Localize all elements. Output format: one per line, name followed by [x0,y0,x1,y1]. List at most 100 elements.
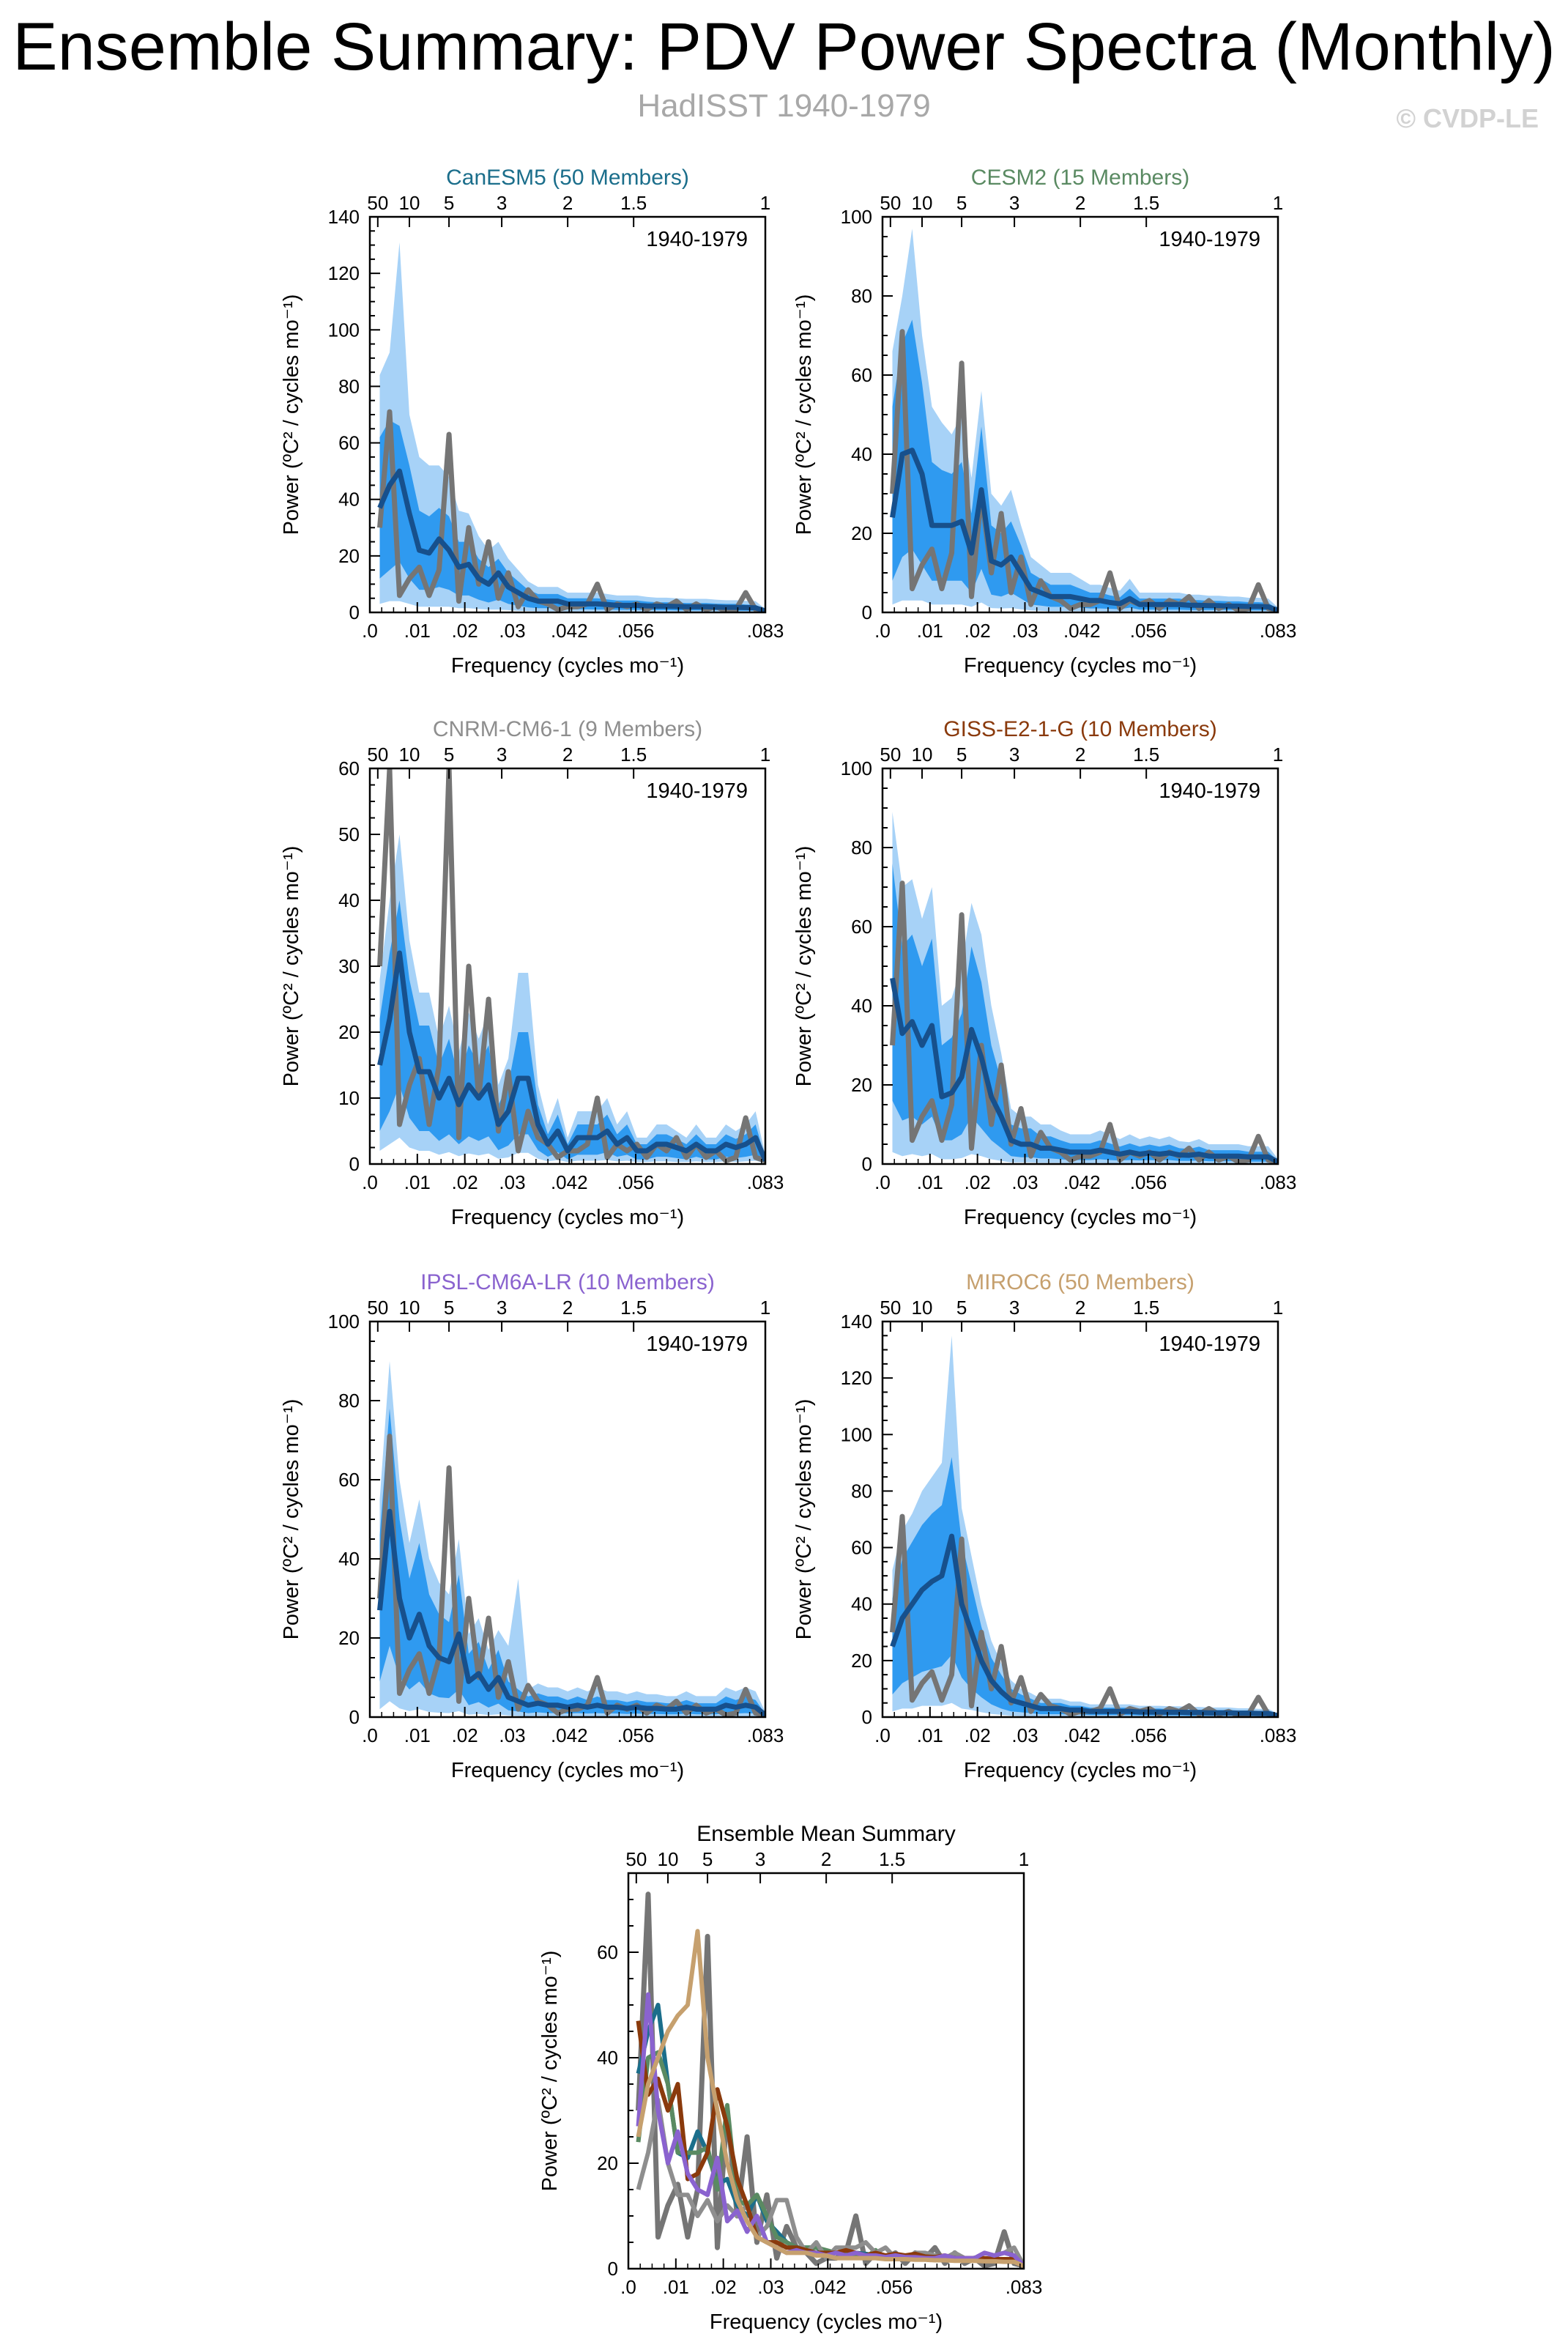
x-tick-label: .0 [362,620,378,642]
x-tick-label: .02 [452,620,478,642]
series-line-cesm2 [636,2050,1024,2269]
y-tick-label: 20 [338,545,360,567]
series-line-miroc6 [636,1929,1024,2269]
x-tick-label: .042 [1063,620,1101,642]
y-tick-label: 40 [338,1548,360,1570]
top-period-label: 2 [1075,1297,1085,1319]
top-period-label: 5 [444,192,454,214]
x-tick-label: .0 [874,1171,891,1193]
top-period-label: 1.5 [620,744,647,766]
x-tick-label: .083 [747,620,784,642]
x-tick-label: .02 [965,620,991,642]
top-period-label: 50 [625,1848,647,1870]
y-tick-label: 20 [338,1627,360,1649]
top-period-label: 1.5 [1133,1297,1159,1319]
top-period-label: 50 [880,744,901,766]
x-tick-label: .03 [499,1171,525,1193]
y-axis-label: Power (ºC² / cycles mo⁻¹) [792,1399,816,1640]
top-period-label: 1 [760,744,770,766]
x-tick-label: .03 [1011,1171,1038,1193]
y-tick-label: 60 [338,432,360,454]
panel-giss-e2-1-g: 0 20 40 60 80 100 .0 .01 .02 .03 .042 .056 .083 50 10 5… [792,717,1296,1229]
band-25-75-percentile [379,420,765,612]
top-period-label: 1 [1273,1297,1283,1319]
top-period-label: 1 [1273,744,1283,766]
x-axis-label: Frequency (cycles mo⁻¹) [964,1206,1197,1229]
x-tick-label: .083 [747,1171,784,1193]
y-tick-label: 0 [608,2258,618,2280]
top-period-label: 2 [562,744,573,766]
y-tick-label: 40 [338,889,360,911]
y-tick-label: 0 [862,1153,872,1175]
band-25-75-percentile [892,1457,1278,1717]
y-tick-label: 40 [851,1593,872,1615]
x-axis-label: Frequency (cycles mo⁻¹) [451,1759,684,1782]
y-tick-label: 40 [597,2047,618,2069]
ensemble-mean-line [890,977,1278,1164]
top-period-label: 3 [497,1297,507,1319]
y-tick-label: 60 [851,1537,872,1559]
x-tick-label: .01 [917,620,943,642]
top-period-label: 2 [562,192,573,214]
panel-cnrm-cm6-1: 0 10 20 30 40 50 60 .0 .01 .02 .03 .042 .056 .083 50 10… [280,717,784,1229]
x-axis-label: Frequency (cycles mo⁻¹) [451,1206,684,1229]
y-tick-label: 60 [338,1469,360,1491]
top-period-label: 3 [1009,1297,1019,1319]
x-tick-label: .083 [1006,2276,1043,2298]
top-period-label: 2 [562,1297,573,1319]
x-tick-label: .083 [1260,620,1297,642]
top-period-label: 10 [399,192,420,214]
y-tick-label: 0 [349,1706,360,1728]
period-label: 1940-1979 [646,779,748,803]
band-25-75-percentile [379,900,765,1163]
y-tick-label: 0 [862,601,872,623]
top-period-label: 10 [658,1848,679,1870]
panel-title: IPSL-CM6A-LR (10 Members) [420,1270,715,1294]
y-tick-label: 40 [851,995,872,1017]
ensemble-mean-line [377,950,765,1162]
top-period-label: 5 [444,1297,454,1319]
x-tick-label: .056 [1130,1171,1167,1193]
x-tick-label: .03 [1011,1724,1038,1746]
y-tick-label: 20 [851,522,872,544]
y-tick-label: 100 [841,757,872,779]
y-axis-label: Power (ºC² / cycles mo⁻¹) [792,846,816,1087]
ensemble-mean-line [890,448,1278,612]
x-tick-label: .01 [404,620,431,642]
top-period-label: 1 [1273,192,1283,214]
panel-ensemble-mean-summary: 0 20 40 60 .0 .01 .02 .03 .042 .056 .083 50 10 5 3 2 1.5… [538,1822,1042,2334]
top-period-label: 2 [1075,192,1085,214]
y-tick-label: 60 [338,757,360,779]
y-tick-label: 120 [841,1367,872,1389]
y-tick-label: 100 [328,1311,360,1332]
x-tick-label: .01 [663,2276,689,2298]
y-axis-label: Power (ºC² / cycles mo⁻¹) [280,1399,303,1640]
x-tick-label: .01 [404,1171,431,1193]
y-tick-label: 50 [338,823,360,845]
plot-area [377,1361,765,1717]
y-tick-label: 10 [338,1087,360,1109]
x-tick-label: .03 [757,2276,784,2298]
series-line-ipsl-cm6a-lr [636,1992,1024,2268]
top-period-label: 50 [880,192,901,214]
y-tick-label: 80 [338,375,360,397]
x-tick-label: .02 [710,2276,737,2298]
top-period-label: 10 [912,1297,933,1319]
top-period-label: 10 [399,1297,420,1319]
x-tick-label: .02 [452,1171,478,1193]
y-axis-label: Power (ºC² / cycles mo⁻¹) [280,294,303,535]
top-period-label: 10 [399,744,420,766]
y-tick-label: 0 [349,601,360,623]
panel-cesm2: 0 20 40 60 80 100 .0 .01 .02 .03 .042 .056 .083 50 10 5… [792,166,1296,678]
x-tick-label: .01 [404,1724,431,1746]
top-period-label: 5 [444,744,454,766]
x-tick-label: .02 [965,1171,991,1193]
panel-ipsl-cm6a-lr: 0 20 40 60 80 100 .0 .01 .02 .03 .042 .056 .083 50 10 5… [280,1270,784,1782]
top-period-label: 10 [912,744,933,766]
top-period-label: 1 [760,192,770,214]
y-tick-label: 80 [851,1480,872,1502]
x-tick-label: .056 [617,620,655,642]
x-tick-label: .0 [362,1724,378,1746]
top-period-label: 1 [1019,1848,1029,1870]
panel-title: CanESM5 (50 Members) [446,166,689,190]
